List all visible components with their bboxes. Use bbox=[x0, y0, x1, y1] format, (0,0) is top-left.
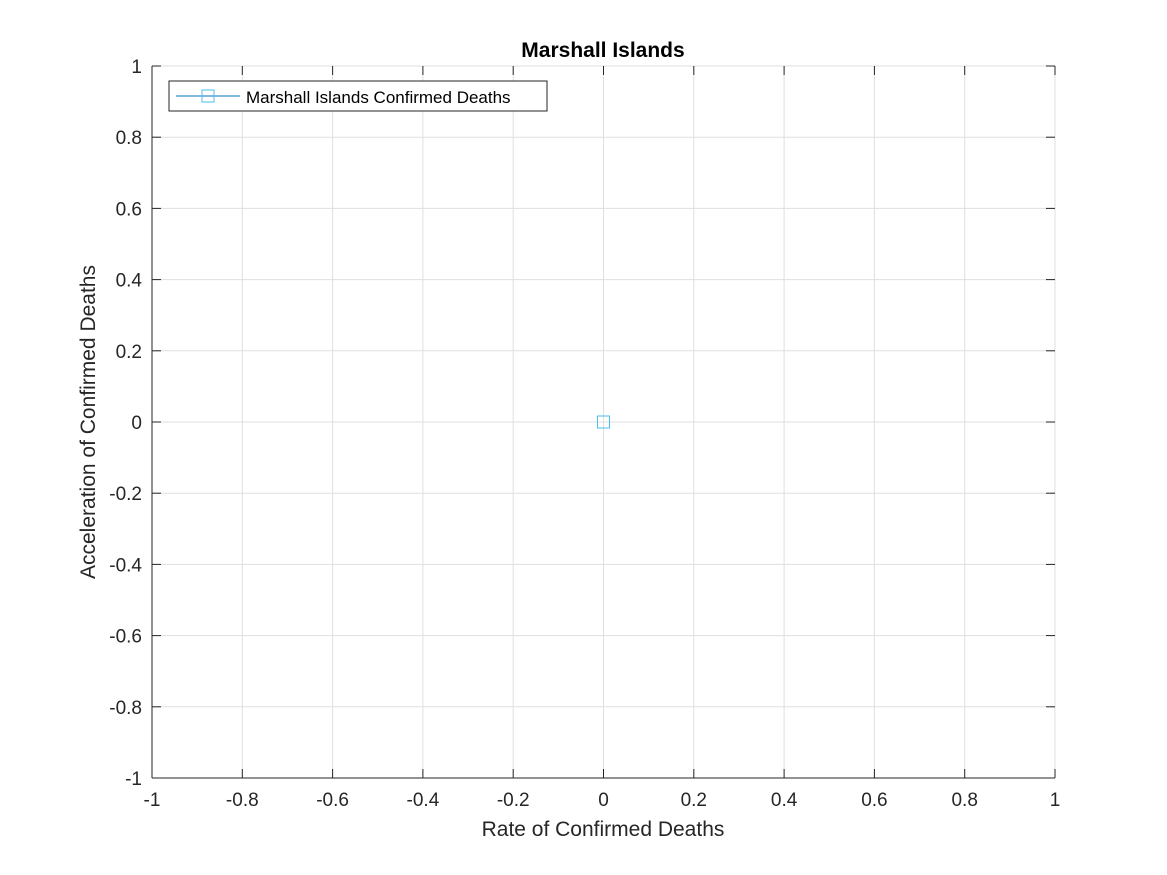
x-axis-label: Rate of Confirmed Deaths bbox=[482, 818, 725, 841]
legend[interactable]: Marshall Islands Confirmed Deaths bbox=[168, 80, 548, 112]
y-tick-label: 1 bbox=[131, 57, 142, 78]
data-point-square-marker bbox=[597, 415, 610, 429]
x-tick-label: 0.2 bbox=[681, 790, 707, 811]
x-tick-label: -0.2 bbox=[497, 790, 530, 811]
y-tick-label: -1 bbox=[125, 769, 142, 790]
axes bbox=[151, 65, 1056, 779]
y-tick-label: -0.8 bbox=[109, 698, 142, 719]
x-tick-label: 0.4 bbox=[771, 790, 798, 811]
y-tick-label: 0.6 bbox=[116, 199, 142, 220]
y-tick-label: 0 bbox=[131, 413, 142, 434]
x-tick-label: -0.6 bbox=[316, 790, 349, 811]
chart-title: Marshall Islands bbox=[521, 39, 684, 62]
x-tick-label: 0.6 bbox=[861, 790, 887, 811]
x-tick-label: 0.8 bbox=[951, 790, 977, 811]
y-tick-label: -0.4 bbox=[109, 555, 142, 576]
x-tick-label: -0.4 bbox=[407, 790, 440, 811]
data-series bbox=[597, 415, 610, 429]
y-axis-label: Acceleration of Confirmed Deaths bbox=[77, 265, 100, 579]
y-tick-label: 0.4 bbox=[116, 271, 143, 292]
tick-labels: -1 -0.8 -0.6 -0.4 -0.2 0 0.2 0.4 0.6 0.8 1 -1 -0.8 -0… bbox=[109, 57, 1060, 811]
y-tick-label: -0.6 bbox=[109, 627, 142, 648]
x-tick-label: -1 bbox=[144, 790, 161, 811]
legend-entry-label: Marshall Islands Confirmed Deaths bbox=[246, 88, 511, 107]
y-tick-label: 0.2 bbox=[116, 342, 142, 363]
y-tick-label: 0.8 bbox=[116, 128, 142, 149]
y-tick-label: -0.2 bbox=[109, 484, 142, 505]
x-tick-label: -0.8 bbox=[226, 790, 259, 811]
legend-square-marker-icon bbox=[201, 89, 215, 103]
x-tick-label: 1 bbox=[1050, 790, 1061, 811]
x-tick-label: 0 bbox=[598, 790, 609, 811]
